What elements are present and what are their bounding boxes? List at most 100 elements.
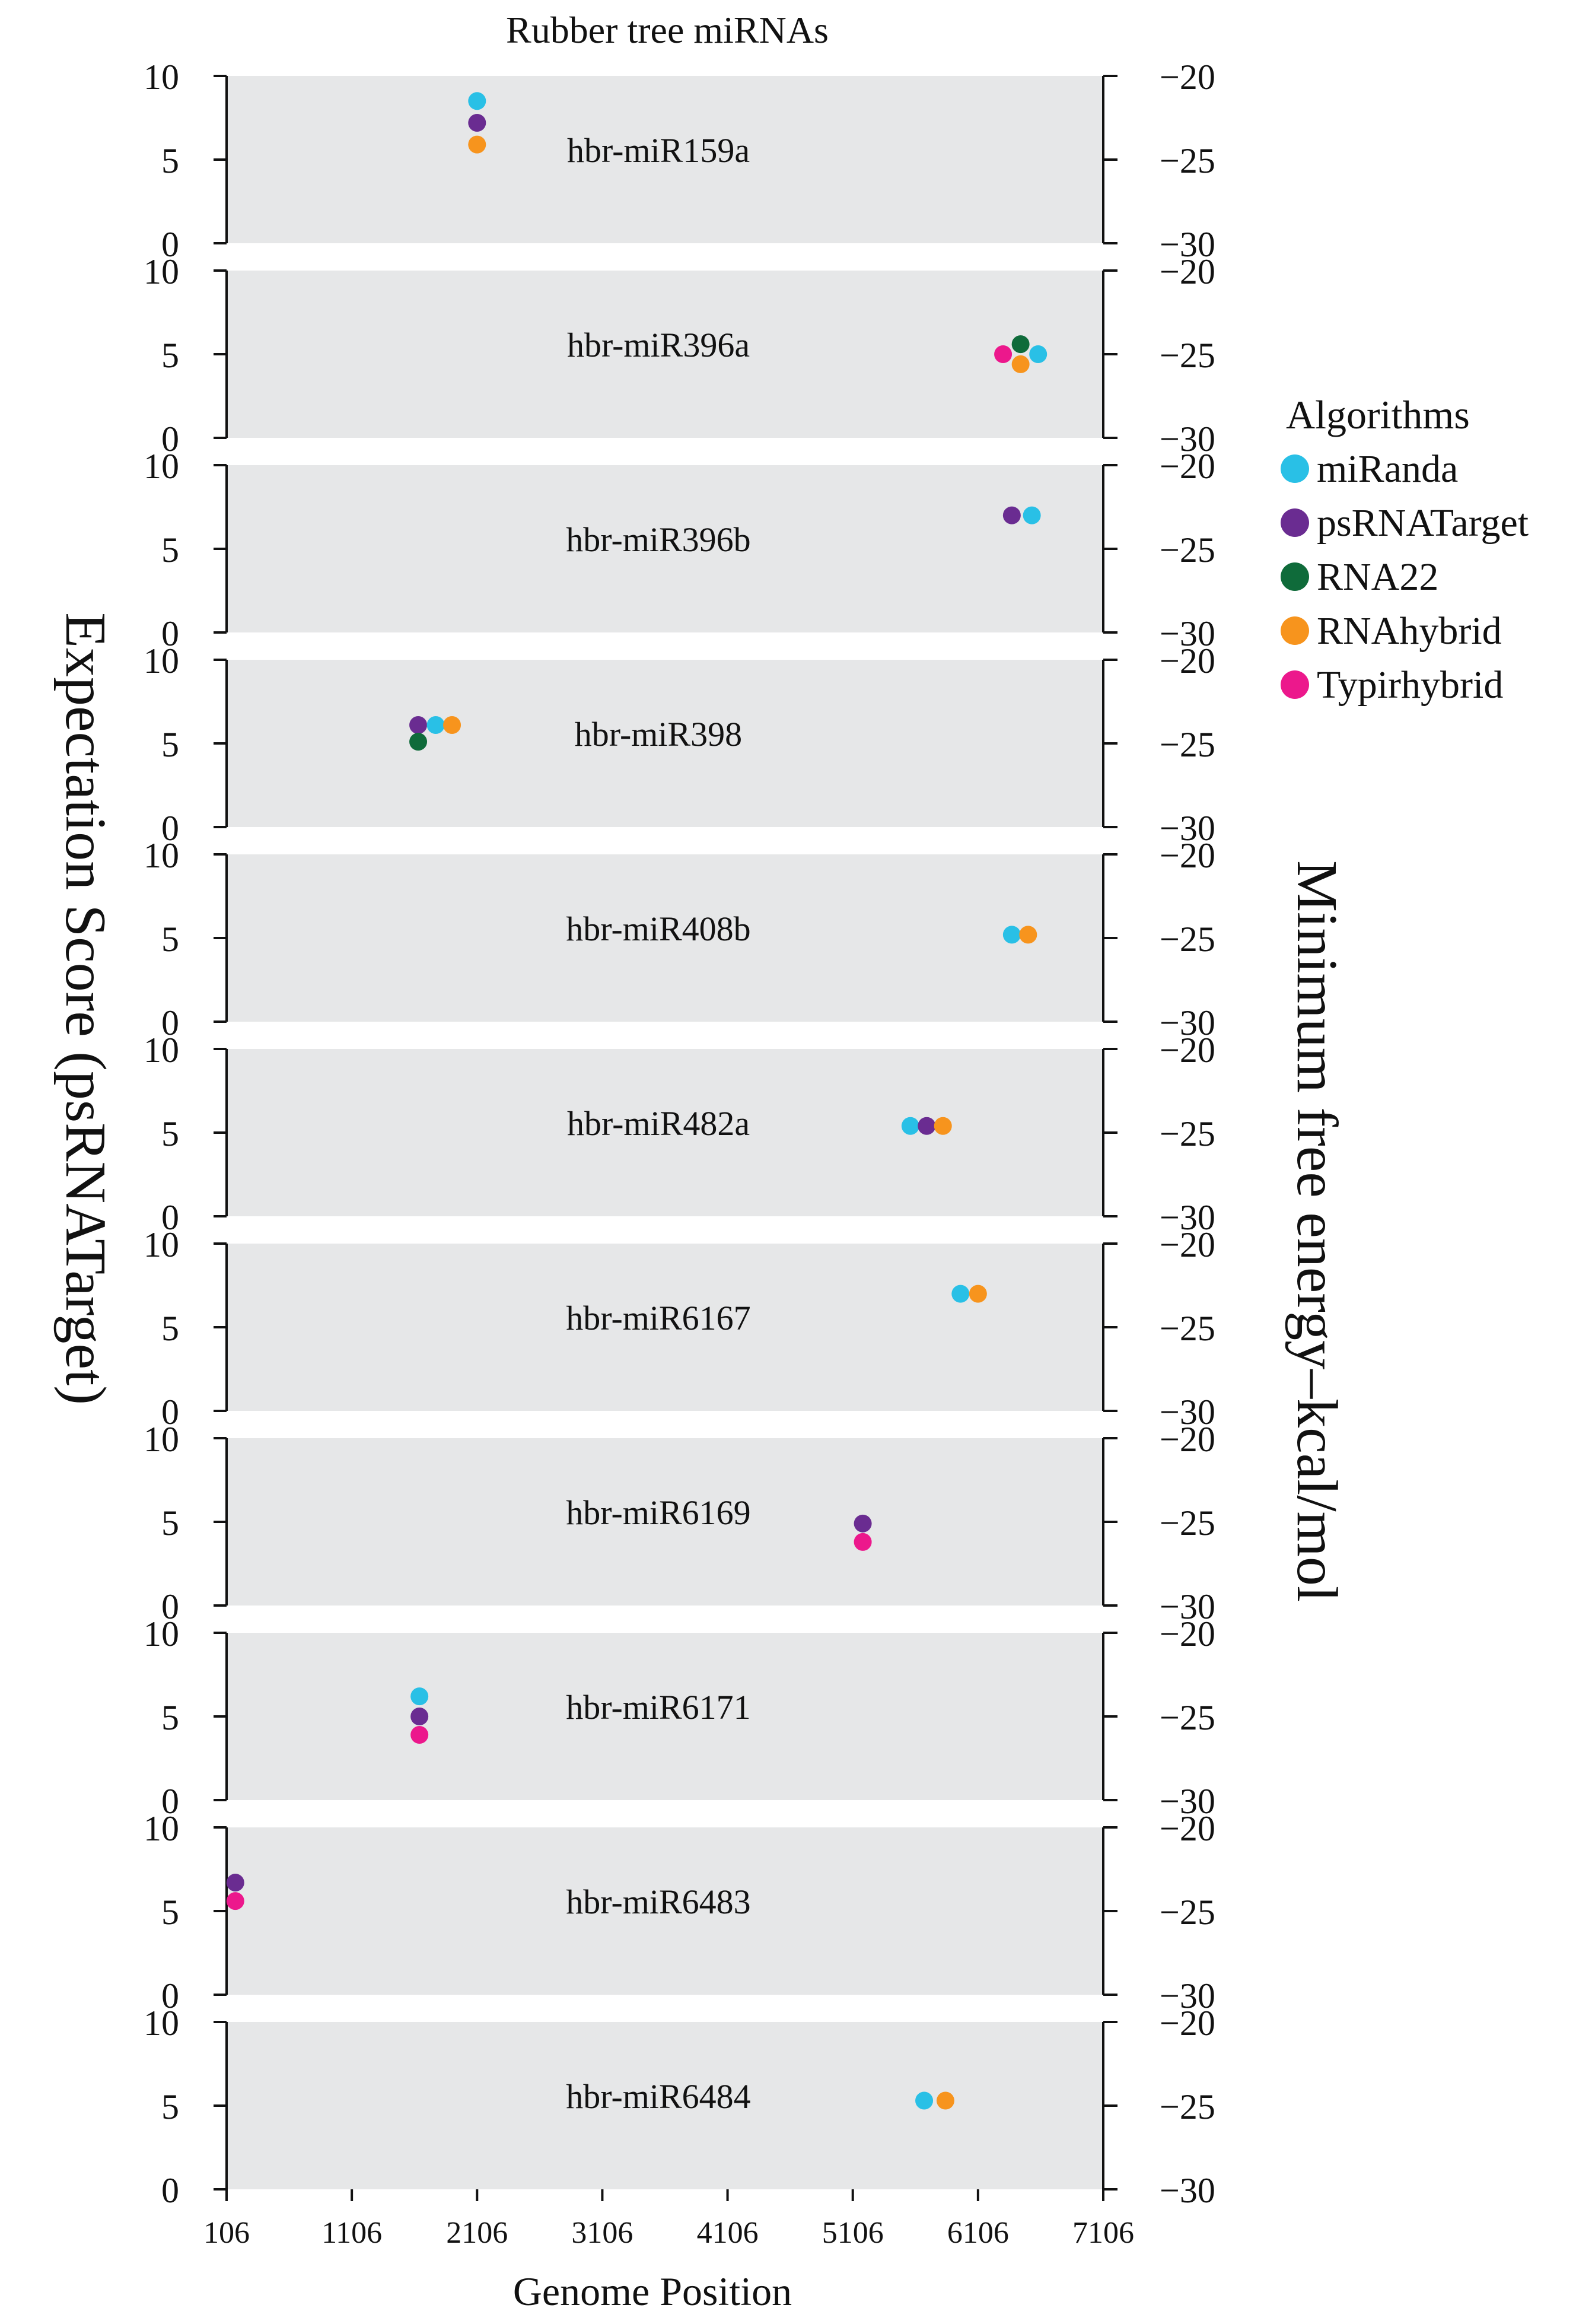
- legend-swatch-psRNATarget: [1281, 508, 1309, 537]
- right-tick-label: −30: [1160, 1003, 1215, 1042]
- x-axis-label: Genome Position: [513, 2269, 792, 2314]
- left-tick-label: 10: [144, 1031, 179, 1070]
- x-axis: 106 1106 2106 3106 4106 5106 6106 7106: [203, 2189, 1134, 2250]
- right-tick-label: −30: [1160, 1976, 1215, 2015]
- legend-label-RNAhybrid: RNAhybrid: [1317, 609, 1502, 653]
- right-tick-label: −25: [1160, 336, 1215, 375]
- panel-background: [227, 854, 1103, 1022]
- panel-label: hbr-miR398: [575, 715, 742, 754]
- left-tick-label: 5: [161, 2087, 179, 2126]
- chart-panels: 0 5 10 −30 −25 −20 hbr-miR159a 0 5 10 −30 −25 −20 hbr…: [144, 58, 1215, 2210]
- data-point-psRNATarget: [410, 1708, 429, 1725]
- legend-label-Typirhybrid: Typirhybrid: [1317, 663, 1503, 707]
- left-tick-label: 5: [161, 336, 179, 375]
- right-tick-label: −20: [1160, 252, 1215, 291]
- right-tick-label: −25: [1160, 920, 1215, 959]
- left-tick-label: 5: [161, 1114, 179, 1153]
- right-tick-label: −25: [1160, 1309, 1215, 1348]
- right-tick-label: −30: [1160, 225, 1215, 264]
- left-tick-label: 0: [161, 1976, 179, 2015]
- data-point-miRanda: [915, 2091, 934, 2110]
- left-tick-label: 5: [161, 1893, 179, 1932]
- right-tick-label: −25: [1160, 1114, 1215, 1153]
- panel-label: hbr-miR408b: [566, 910, 750, 948]
- panel-hbr-miR396a: 0 5 10 −30 −25 −20 hbr-miR396a: [144, 252, 1215, 459]
- right-tick-label: −25: [1160, 1503, 1215, 1543]
- legend: Algorithms miRanda psRNATarget RNA22 RNAhyb…: [1281, 392, 1529, 707]
- left-tick-label: 10: [144, 641, 179, 681]
- right-tick-label: −20: [1160, 447, 1215, 486]
- data-point-psRNATarget: [409, 716, 428, 734]
- data-point-RNAhybrid: [1011, 355, 1030, 373]
- data-point-miRanda: [410, 1687, 429, 1706]
- x-tick-label: 4106: [697, 2216, 759, 2250]
- legend-swatch-Typirhybrid: [1281, 670, 1309, 699]
- data-point-miRanda: [468, 92, 486, 110]
- data-point-psRNATarget: [1002, 506, 1021, 524]
- data-point-RNAhybrid: [934, 1117, 952, 1135]
- panel-label: hbr-miR396a: [567, 326, 750, 364]
- left-tick-label: 5: [161, 1503, 179, 1543]
- right-tick-label: −25: [1160, 141, 1215, 180]
- data-point-miRanda: [426, 716, 445, 734]
- right-tick-label: −30: [1160, 419, 1215, 459]
- legend-label-RNA22: RNA22: [1317, 555, 1438, 599]
- x-tick-label: 6106: [947, 2216, 1009, 2250]
- panel-hbr-miR482a: 0 5 10 −30 −25 −20 hbr-miR482a: [144, 1031, 1215, 1237]
- left-tick-label: 0: [161, 614, 179, 653]
- left-tick-label: 10: [144, 252, 179, 291]
- data-point-miRanda: [1029, 345, 1048, 363]
- right-tick-label: −20: [1160, 641, 1215, 681]
- legend-title: Algorithms: [1286, 392, 1470, 437]
- panel-label: hbr-miR6169: [566, 1493, 750, 1532]
- panel-label: hbr-miR6167: [566, 1299, 750, 1337]
- left-tick-label: 0: [161, 1587, 179, 1626]
- x-tick-label: 7106: [1072, 2216, 1134, 2250]
- right-tick-label: −25: [1160, 2087, 1215, 2126]
- panel-hbr-miR159a: 0 5 10 −30 −25 −20 hbr-miR159a: [144, 58, 1215, 264]
- data-point-psRNATarget: [854, 1514, 872, 1533]
- right-tick-label: −25: [1160, 1893, 1215, 1932]
- legend-swatch-RNA22: [1281, 562, 1309, 591]
- right-tick-label: −20: [1160, 58, 1215, 97]
- right-axis-label: Minimum free energy–kcal/mol: [1285, 860, 1349, 1602]
- data-point-RNAhybrid: [936, 2091, 954, 2110]
- panel-label: hbr-miR482a: [567, 1104, 750, 1143]
- left-tick-label: 0: [161, 2171, 179, 2210]
- panel-background: [227, 660, 1103, 827]
- left-tick-label: 10: [144, 2004, 179, 2043]
- panel-label: hbr-miR159a: [567, 131, 750, 170]
- panel-hbr-miR6167: 0 5 10 −30 −25 −20 hbr-miR6167: [144, 1225, 1215, 1432]
- panel-background: [227, 2022, 1103, 2189]
- left-tick-label: 5: [161, 725, 179, 764]
- legend-swatch-miRanda: [1281, 454, 1309, 483]
- right-tick-label: −20: [1160, 836, 1215, 875]
- right-tick-label: −20: [1160, 1420, 1215, 1459]
- left-tick-label: 5: [161, 1309, 179, 1348]
- right-tick-label: −30: [1160, 1393, 1215, 1432]
- legend-swatch-RNAhybrid: [1281, 616, 1309, 645]
- panel-background: [227, 1827, 1103, 1995]
- data-point-Typirhybrid: [226, 1892, 244, 1910]
- panel-background: [227, 1049, 1103, 1216]
- left-tick-label: 10: [144, 1420, 179, 1459]
- panel-hbr-miR398: 0 5 10 −30 −25 −20 hbr-miR398: [144, 641, 1215, 848]
- x-tick-label: 2106: [446, 2216, 508, 2250]
- left-tick-label: 0: [161, 419, 179, 459]
- data-point-RNA22: [409, 733, 428, 751]
- right-tick-label: −30: [1160, 809, 1215, 848]
- panel-background: [227, 465, 1103, 632]
- left-tick-label: 10: [144, 1225, 179, 1264]
- x-tick-label: 5106: [822, 2216, 884, 2250]
- left-tick-label: 10: [144, 1809, 179, 1848]
- data-point-psRNATarget: [918, 1117, 936, 1135]
- panel-hbr-miR6483: 0 5 10 −30 −25 −20 hbr-miR6483: [144, 1809, 1215, 2015]
- right-tick-label: −30: [1160, 1782, 1215, 1821]
- left-tick-label: 0: [161, 809, 179, 848]
- right-tick-label: −20: [1160, 1614, 1215, 1654]
- right-tick-label: −30: [1160, 1198, 1215, 1237]
- left-tick-label: 0: [161, 225, 179, 264]
- right-tick-label: −25: [1160, 530, 1215, 570]
- panel-hbr-miR6484: 0 5 10 −30 −25 −20 hbr-miR6484: [144, 2004, 1215, 2210]
